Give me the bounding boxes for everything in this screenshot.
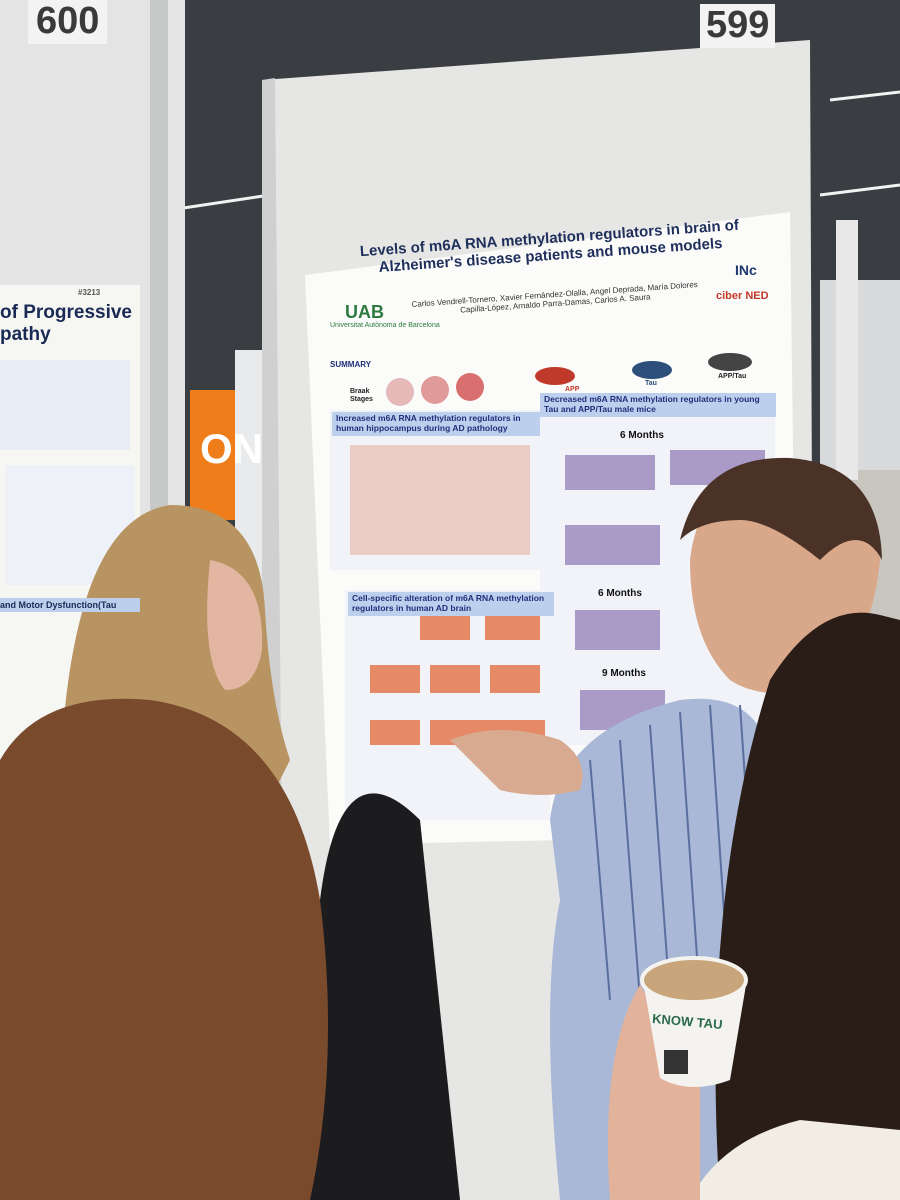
braak-label: Braak Stages [350,388,373,404]
left-poster-box [0,360,130,450]
logo-ciber: ciber NED [716,290,769,302]
ceiling-light [819,183,900,197]
ceiling-light [169,193,271,212]
sign-text: ON [200,425,263,472]
man-hair [680,457,882,560]
poster-months: 6 Months [598,588,642,599]
person-hand [608,985,700,1200]
person-brown-hair [0,698,328,1200]
shirt-stripes [589,704,761,1001]
logo-inc: INc [735,262,757,278]
logo-uab-sub: Universitat Autònoma de Barcelona [330,322,440,329]
left-poster-number: #3213 [78,288,101,297]
coffee [640,956,748,1004]
mouse-label: APP [565,386,580,393]
person-face [207,560,263,690]
brain-icon [456,373,484,401]
poster-section: Increased m6A RNA methylation regulators… [332,412,540,436]
ceiling-light [829,90,900,102]
board-number: 600 [28,0,108,44]
pillar [836,220,858,480]
left-poster-title: pathy [0,324,51,345]
board-number: 599 [700,4,776,48]
person-white-top [690,1120,900,1200]
poster-figures [565,450,765,730]
logo-uab: UAB [345,302,384,322]
person-black-top [300,793,460,1200]
poster-months: 6 Months [620,430,664,441]
mouse-label: Tau [645,380,657,387]
poster-section: Decreased m6A RNA methylation regulators… [540,393,776,417]
poster-months: 9 Months [602,668,646,679]
cup-qr [664,1050,688,1074]
summary-label: SUMMARY [330,360,372,369]
poster-figures [350,445,545,745]
left-poster-title: of Progressive [0,302,132,323]
brain-icon [386,378,414,406]
mouse-icon [535,367,575,385]
poster-section: Cell-specific alteration of m6A RNA meth… [348,592,554,616]
mouse-icon [632,361,672,379]
poster-panel [330,410,540,570]
man-hand [450,730,583,795]
person-dark-hair [715,612,900,1200]
left-poster-section: and Motor Dysfunction(Tau [0,598,140,613]
mouse-label: APP/Tau [718,373,747,380]
mouse-icon [708,353,752,371]
brain-icon [421,376,449,404]
